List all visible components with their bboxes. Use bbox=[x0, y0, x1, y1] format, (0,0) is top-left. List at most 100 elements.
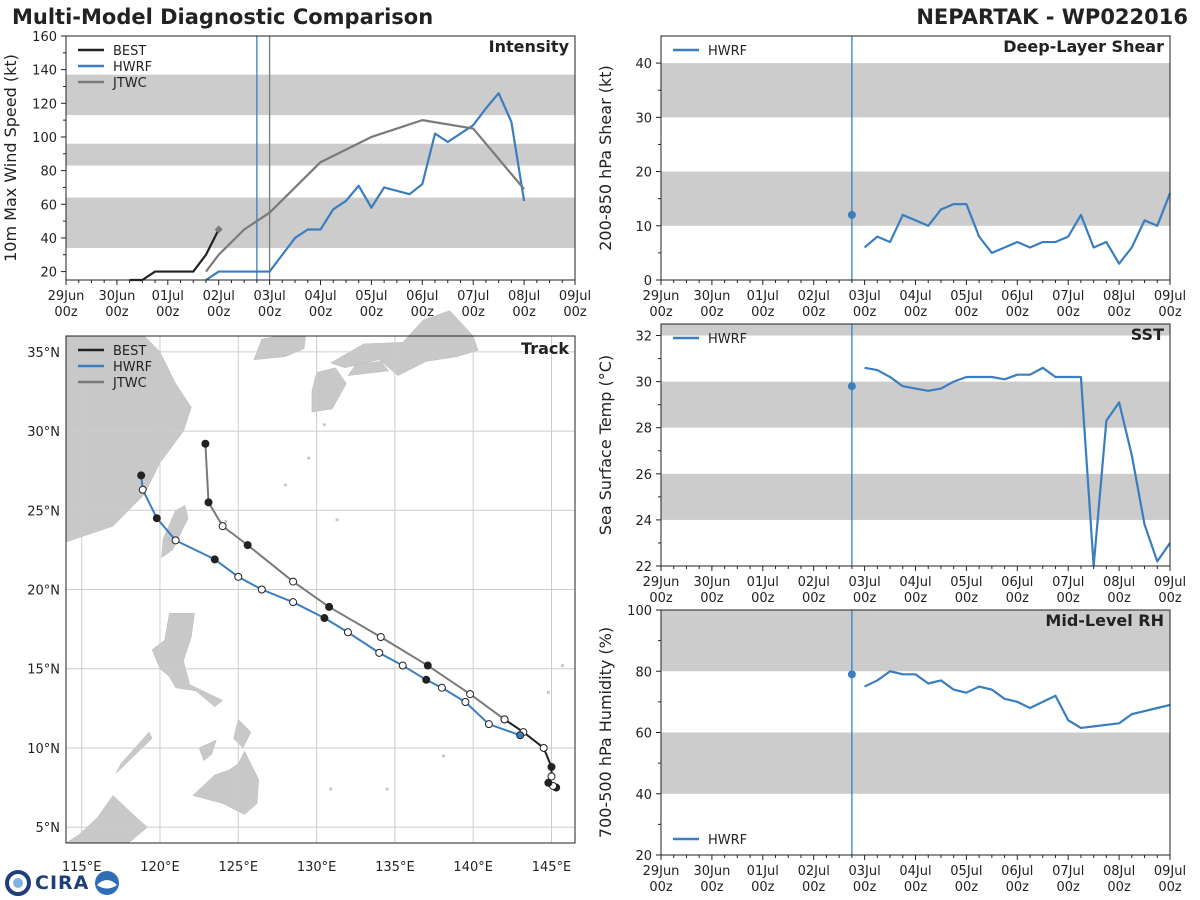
track-point-jtwc bbox=[204, 498, 213, 507]
track-island bbox=[385, 787, 389, 791]
intensity-ytick-label: 20 bbox=[40, 266, 57, 281]
figure-title: Multi-Model Diagnostic Comparison bbox=[12, 5, 434, 29]
track-point-hwrf bbox=[461, 697, 470, 706]
intensity-xtick-label: 04Jul bbox=[304, 289, 336, 304]
rh-xtick-label: 30Jun bbox=[693, 864, 730, 879]
shear-xtick-label: 00z bbox=[955, 305, 979, 320]
sst-title: SST bbox=[1131, 325, 1164, 344]
track-point-jtwc bbox=[218, 522, 227, 531]
rh-xtick-label: 00z bbox=[955, 880, 979, 895]
intensity-xtick-label: 00z bbox=[360, 305, 384, 320]
rh-ytick-label: 80 bbox=[635, 665, 652, 680]
sst-xtick-label: 00z bbox=[802, 591, 826, 606]
shear-legend-label-hwrf: HWRF bbox=[708, 44, 747, 59]
rh-panel: 2040608010029Jun00z30Jun00z01Jul00z02Jul… bbox=[596, 604, 1186, 895]
intensity-series-hwrf bbox=[205, 92, 526, 281]
track-ytick-label: 20°N bbox=[27, 584, 60, 599]
track-xtick-label: 125°E bbox=[219, 860, 259, 875]
rh-xtick-label: 00z bbox=[1158, 880, 1182, 895]
track-point-hwrf bbox=[171, 536, 180, 545]
track-island bbox=[546, 690, 550, 695]
rh-xtick-label: 00z bbox=[700, 880, 724, 895]
shear-xtick-label: 06Jul bbox=[1001, 289, 1033, 304]
sst-xtick-label: 00z bbox=[1057, 591, 1081, 606]
track-land bbox=[311, 367, 347, 413]
sst-xtick-label: 00z bbox=[853, 591, 877, 606]
sst-xtick-label: 00z bbox=[649, 591, 673, 606]
track-point-hwrf bbox=[138, 485, 147, 494]
sst-ytick-label: 32 bbox=[635, 330, 652, 345]
rh-xtick-label: 09Jul bbox=[1154, 864, 1186, 879]
shear-xtick-label: 08Jul bbox=[1103, 289, 1135, 304]
track-point-hwrf bbox=[289, 598, 298, 607]
intensity-xtick-label: 05Jul bbox=[355, 289, 387, 304]
sst-xtick-label: 00z bbox=[1107, 591, 1131, 606]
rh-current-marker bbox=[847, 670, 856, 679]
track-land bbox=[192, 750, 259, 815]
sst-xtick-label: 07Jul bbox=[1052, 575, 1084, 590]
intensity-panel: 2040608010012014016029Jun00z30Jun00z01Ju… bbox=[1, 30, 591, 320]
track-series-jtwc bbox=[204, 443, 506, 721]
shear-xtick-label: 00z bbox=[904, 305, 928, 320]
track-point-jtwc bbox=[466, 690, 475, 699]
track-legend-label-hwrf: HWRF bbox=[113, 360, 152, 375]
track-point-best bbox=[544, 778, 553, 787]
rh-ytick-label: 20 bbox=[635, 849, 652, 864]
track-point-hwrf bbox=[320, 614, 329, 623]
intensity-xtick-label: 30Jun bbox=[98, 289, 135, 304]
sst-xtick-label: 00z bbox=[955, 591, 979, 606]
sst-xtick-label: 06Jul bbox=[1001, 575, 1033, 590]
track-ytick-label: 35°N bbox=[27, 346, 60, 361]
rh-band bbox=[661, 732, 1170, 794]
rh-xtick-label: 07Jul bbox=[1052, 864, 1084, 879]
intensity-xtick-label: 00z bbox=[258, 305, 282, 320]
rh-xtick-label: 06Jul bbox=[1001, 864, 1033, 879]
intensity-xtick-label: 00z bbox=[309, 305, 333, 320]
shear-xtick-label: 04Jul bbox=[899, 289, 931, 304]
track-point-jtwc bbox=[243, 541, 252, 550]
sst-xtick-label: 30Jun bbox=[693, 575, 730, 590]
rh-ytick-label: 40 bbox=[635, 788, 652, 803]
track-xtick-label: 140°E bbox=[453, 860, 493, 875]
track-point-best bbox=[547, 762, 556, 771]
intensity-band bbox=[66, 197, 575, 249]
sst-xtick-label: 01Jul bbox=[747, 575, 779, 590]
rh-title: Mid-Level RH bbox=[1045, 611, 1164, 630]
cira-logo: CIRA bbox=[5, 868, 121, 898]
shear-xtick-label: 00z bbox=[649, 305, 673, 320]
intensity-legend-label-best: BEST bbox=[113, 44, 146, 59]
rh-xtick-label: 00z bbox=[649, 880, 673, 895]
track-point-hwrf bbox=[375, 648, 384, 657]
track-point-hwrf bbox=[484, 720, 493, 729]
track-island bbox=[335, 518, 339, 522]
intensity-xtick-label: 00z bbox=[563, 305, 587, 320]
intensity-xtick-label: 00z bbox=[462, 305, 486, 320]
track-point-hwrf bbox=[257, 585, 266, 594]
rh-series-hwrf bbox=[864, 670, 1171, 730]
track-point-best bbox=[539, 743, 548, 752]
intensity-xtick-label: 00z bbox=[512, 305, 536, 320]
rh-xtick-label: 02Jul bbox=[798, 864, 830, 879]
rh-xtick-label: 00z bbox=[751, 880, 775, 895]
intensity-xtick-label: 29Jun bbox=[48, 289, 85, 304]
sst-ylabel: Sea Surface Temp (°C) bbox=[596, 355, 615, 535]
shear-panel: 01020304029Jun00z30Jun00z01Jul00z02Jul00… bbox=[596, 35, 1186, 320]
track-point-hwrf bbox=[210, 555, 219, 564]
intensity-xtick-label: 02Jul bbox=[203, 289, 235, 304]
track-legend-label-jtwc: JTWC bbox=[112, 376, 147, 391]
shear-current-marker bbox=[847, 210, 856, 219]
track-xtick-label: 130°E bbox=[297, 860, 337, 875]
intensity-xtick-label: 00z bbox=[156, 305, 180, 320]
shear-ytick-label: 20 bbox=[635, 166, 652, 181]
shear-xtick-label: 07Jul bbox=[1052, 289, 1084, 304]
sst-xtick-label: 00z bbox=[904, 591, 928, 606]
shear-xtick-label: 00z bbox=[1057, 305, 1081, 320]
shear-xtick-label: 00z bbox=[802, 305, 826, 320]
noaa-badge-icon bbox=[95, 871, 120, 895]
shear-band bbox=[661, 63, 1170, 118]
sst-ytick-label: 24 bbox=[635, 514, 652, 529]
intensity-xtick-label: 09Jul bbox=[559, 289, 591, 304]
track-legend-label-best: BEST bbox=[113, 344, 146, 359]
rh-ylabel: 700-500 hPa Humidity (%) bbox=[596, 627, 615, 838]
